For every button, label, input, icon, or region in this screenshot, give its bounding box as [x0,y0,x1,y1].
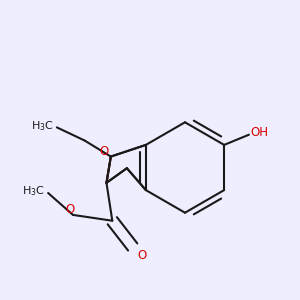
Text: O: O [99,145,108,158]
Text: OH: OH [250,126,268,139]
Text: O: O [65,203,75,216]
Text: H$_3$C: H$_3$C [22,185,45,199]
Text: O: O [137,249,146,262]
Text: H$_3$C: H$_3$C [31,119,54,133]
